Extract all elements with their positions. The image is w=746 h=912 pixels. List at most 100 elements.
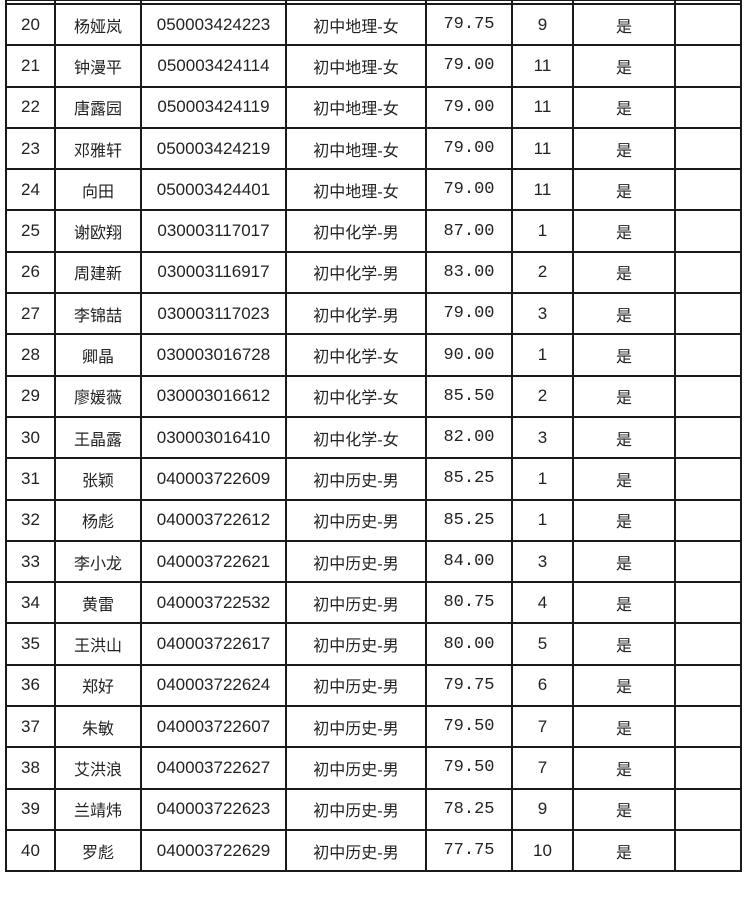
position-cell: 初中地理-女: [285, 85, 427, 129]
qualified-cell: 是: [572, 581, 676, 625]
name-cell: 郑好: [54, 663, 142, 708]
name-cell: 杨娅岚: [54, 2, 142, 47]
name-cell: 李小龙: [54, 539, 142, 584]
table-row-top-cut: [5, 0, 742, 5]
qualified-cell: 是: [572, 705, 676, 749]
qualified-cell: 是: [572, 44, 676, 88]
rank-cell: 1: [511, 209, 574, 253]
remarks-cell: [674, 581, 742, 625]
exam-id-cell: 040003722612: [140, 498, 287, 542]
table-row: 35 王洪山 040003722617 初中历史-男 80.00 5 是: [5, 622, 742, 666]
score-cell: 77.75: [425, 828, 513, 873]
row-number-cell: 24: [5, 168, 56, 212]
rank-cell: 11: [511, 44, 574, 88]
name-cell: 谢欧翔: [54, 209, 142, 253]
remarks-cell: [674, 663, 742, 708]
remarks-cell: [674, 209, 742, 253]
name-cell: 唐露园: [54, 85, 142, 129]
score-cell: 85.25: [425, 457, 513, 501]
position-cell: 初中化学-女: [285, 374, 427, 418]
qualified-cell: 是: [572, 415, 676, 460]
row-number-cell: 34: [5, 581, 56, 625]
position-cell: 初中化学-男: [285, 209, 427, 253]
remarks-cell: [674, 787, 742, 831]
table-row: 24 向田 050003424401 初中地理-女 79.00 11 是: [5, 168, 742, 212]
exam-id-cell: 040003722607: [140, 705, 287, 749]
results-table: 20 杨娅岚 050003424223 初中地理-女 79.75 9 是 21 钟漫平 05000…: [5, 0, 742, 873]
table-row: 21 钟漫平 050003424114 初中地理-女 79.00 11 是: [5, 44, 742, 88]
name-cell: 张颖: [54, 457, 142, 501]
rank-cell: 1: [511, 333, 574, 377]
rank-cell: 2: [511, 374, 574, 418]
exam-id-cell: 030003016728: [140, 333, 287, 377]
remarks-cell: [674, 126, 742, 171]
row-number-cell: 38: [5, 746, 56, 790]
exam-id-cell: 050003424119: [140, 85, 287, 129]
name-cell: 朱敏: [54, 705, 142, 749]
exam-id-cell: 050003424219: [140, 126, 287, 171]
position-cell: 初中地理-女: [285, 168, 427, 212]
qualified-cell: 是: [572, 168, 676, 212]
exam-id-cell: 040003722629: [140, 828, 287, 873]
qualified-cell: 是: [572, 622, 676, 666]
position-cell: 初中历史-男: [285, 663, 427, 708]
name-cell: 周建新: [54, 250, 142, 295]
remarks-cell: [674, 539, 742, 584]
cell: [285, 0, 427, 5]
qualified-cell: 是: [572, 292, 676, 336]
row-number-cell: 40: [5, 828, 56, 873]
name-cell: 邓雅轩: [54, 126, 142, 171]
remarks-cell: [674, 746, 742, 790]
remarks-cell: [674, 705, 742, 749]
table-row: 31 张颖 040003722609 初中历史-男 85.25 1 是: [5, 457, 742, 501]
row-number-cell: 20: [5, 2, 56, 47]
position-cell: 初中化学-女: [285, 415, 427, 460]
rank-cell: 1: [511, 498, 574, 542]
position-cell: 初中化学-女: [285, 333, 427, 377]
table-body: 20 杨娅岚 050003424223 初中地理-女 79.75 9 是 21 钟漫平 05000…: [5, 0, 742, 873]
qualified-cell: 是: [572, 457, 676, 501]
exam-id-cell: 030003016410: [140, 415, 287, 460]
table-row: 38 艾洪浪 040003722627 初中历史-男 79.50 7 是: [5, 746, 742, 790]
score-cell: 79.50: [425, 746, 513, 790]
rank-cell: 7: [511, 746, 574, 790]
position-cell: 初中历史-男: [285, 457, 427, 501]
row-number-cell: 35: [5, 622, 56, 666]
table-row: 39 兰靖炜 040003722623 初中历史-男 78.25 9 是: [5, 787, 742, 831]
cell: [572, 0, 676, 5]
rank-cell: 6: [511, 663, 574, 708]
score-cell: 85.50: [425, 374, 513, 418]
cell: [425, 0, 513, 5]
exam-id-cell: 040003722624: [140, 663, 287, 708]
position-cell: 初中历史-男: [285, 828, 427, 873]
qualified-cell: 是: [572, 787, 676, 831]
score-cell: 80.75: [425, 581, 513, 625]
exam-id-cell: 040003722532: [140, 581, 287, 625]
position-cell: 初中历史-男: [285, 705, 427, 749]
row-number-cell: 28: [5, 333, 56, 377]
score-cell: 79.50: [425, 705, 513, 749]
qualified-cell: 是: [572, 126, 676, 171]
name-cell: 艾洪浪: [54, 746, 142, 790]
table-row: 36 郑好 040003722624 初中历史-男 79.75 6 是: [5, 663, 742, 708]
cell: [674, 0, 742, 5]
position-cell: 初中化学-男: [285, 250, 427, 295]
table-row: 26 周建新 030003116917 初中化学-男 83.00 2 是: [5, 250, 742, 295]
row-number-cell: 22: [5, 85, 56, 129]
remarks-cell: [674, 44, 742, 88]
position-cell: 初中历史-男: [285, 581, 427, 625]
position-cell: 初中历史-男: [285, 746, 427, 790]
remarks-cell: [674, 498, 742, 542]
table-row: 28 卿晶 030003016728 初中化学-女 90.00 1 是: [5, 333, 742, 377]
name-cell: 廖媛薇: [54, 374, 142, 418]
qualified-cell: 是: [572, 828, 676, 873]
exam-id-cell: 030003116917: [140, 250, 287, 295]
table-row: 20 杨娅岚 050003424223 初中地理-女 79.75 9 是: [5, 2, 742, 47]
remarks-cell: [674, 2, 742, 47]
remarks-cell: [674, 292, 742, 336]
remarks-cell: [674, 250, 742, 295]
position-cell: 初中地理-女: [285, 44, 427, 88]
remarks-cell: [674, 415, 742, 460]
score-cell: 83.00: [425, 250, 513, 295]
exam-id-cell: 040003722617: [140, 622, 287, 666]
